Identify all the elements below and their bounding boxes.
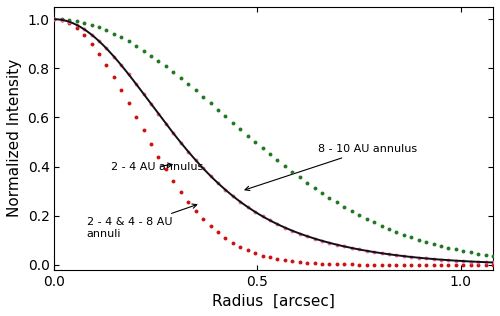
Text: 2 - 4 & 4 - 8 AU
annuli: 2 - 4 & 4 - 8 AU annuli <box>87 204 197 239</box>
Text: 8 - 10 AU annulus: 8 - 10 AU annulus <box>245 144 418 191</box>
Text: 2 - 4 AU annulus: 2 - 4 AU annulus <box>111 161 204 172</box>
X-axis label: Radius  [arcsec]: Radius [arcsec] <box>212 294 335 309</box>
Y-axis label: Normalized Intensity: Normalized Intensity <box>7 59 22 217</box>
